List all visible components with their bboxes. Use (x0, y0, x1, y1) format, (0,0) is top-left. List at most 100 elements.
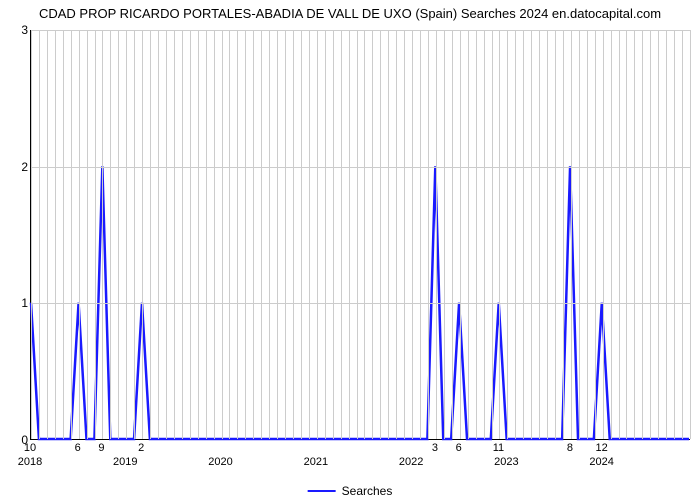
x-year-label: 2023 (494, 456, 518, 468)
x-value-label: 10 (24, 442, 36, 454)
gridline-vertical (603, 30, 604, 439)
gridline-vertical (650, 30, 651, 439)
gridline-vertical (428, 30, 429, 439)
gridline-vertical (468, 30, 469, 439)
gridline-vertical (317, 30, 318, 439)
gridline-vertical (118, 30, 119, 439)
gridline-vertical (499, 30, 500, 439)
x-year-label: 2020 (208, 456, 232, 468)
gridline-vertical (658, 30, 659, 439)
x-year-label: 2024 (589, 456, 613, 468)
gridline-vertical (158, 30, 159, 439)
x-value-label: 3 (432, 442, 438, 454)
gridline-vertical (571, 30, 572, 439)
gridline-vertical (515, 30, 516, 439)
gridline-horizontal (31, 167, 690, 168)
gridline-vertical (682, 30, 683, 439)
gridline-vertical (102, 30, 103, 439)
gridline-vertical (444, 30, 445, 439)
chart-container: CDAD PROP RICARDO PORTALES-ABADIA DE VAL… (0, 0, 700, 500)
gridline-vertical (349, 30, 350, 439)
gridline-vertical (126, 30, 127, 439)
gridline-vertical (412, 30, 413, 439)
gridline-vertical (642, 30, 643, 439)
gridline-vertical (261, 30, 262, 439)
gridline-vertical (31, 30, 32, 439)
y-tick-label: 1 (4, 296, 28, 310)
gridline-vertical (71, 30, 72, 439)
gridline-vertical (626, 30, 627, 439)
x-value-label: 6 (75, 442, 81, 454)
gridline-vertical (214, 30, 215, 439)
gridline-vertical (55, 30, 56, 439)
gridline-vertical (452, 30, 453, 439)
gridline-vertical (39, 30, 40, 439)
gridline-vertical (285, 30, 286, 439)
gridline-vertical (396, 30, 397, 439)
x-year-label: 2019 (113, 456, 137, 468)
gridline-vertical (357, 30, 358, 439)
gridline-vertical (595, 30, 596, 439)
gridline-vertical (388, 30, 389, 439)
gridline-vertical (634, 30, 635, 439)
x-value-label: 6 (456, 442, 462, 454)
gridline-vertical (95, 30, 96, 439)
x-value-label: 2 (138, 442, 144, 454)
gridline-vertical (325, 30, 326, 439)
gridline-vertical (174, 30, 175, 439)
gridline-vertical (253, 30, 254, 439)
series-line (31, 30, 690, 439)
gridline-vertical (222, 30, 223, 439)
gridline-vertical (436, 30, 437, 439)
gridline-vertical (523, 30, 524, 439)
gridline-horizontal (31, 30, 690, 31)
chart-title: CDAD PROP RICARDO PORTALES-ABADIA DE VAL… (0, 6, 700, 21)
gridline-vertical (690, 30, 691, 439)
gridline-vertical (539, 30, 540, 439)
gridline-vertical (531, 30, 532, 439)
gridline-vertical (110, 30, 111, 439)
x-value-label: 8 (567, 442, 573, 454)
gridline-vertical (87, 30, 88, 439)
gridline-vertical (372, 30, 373, 439)
gridline-vertical (47, 30, 48, 439)
x-value-label: 9 (98, 442, 104, 454)
gridline-vertical (476, 30, 477, 439)
gridline-vertical (142, 30, 143, 439)
x-value-label: 12 (596, 442, 608, 454)
gridline-vertical (579, 30, 580, 439)
x-year-label: 2022 (399, 456, 423, 468)
gridline-vertical (301, 30, 302, 439)
gridline-vertical (277, 30, 278, 439)
gridline-vertical (206, 30, 207, 439)
gridline-vertical (380, 30, 381, 439)
gridline-vertical (611, 30, 612, 439)
gridline-vertical (229, 30, 230, 439)
gridline-vertical (245, 30, 246, 439)
legend: Searches (308, 484, 393, 498)
gridline-horizontal (31, 303, 690, 304)
gridline-vertical (269, 30, 270, 439)
gridline-vertical (190, 30, 191, 439)
gridline-vertical (619, 30, 620, 439)
x-year-label: 2018 (18, 456, 42, 468)
gridline-vertical (420, 30, 421, 439)
y-tick-label: 3 (4, 23, 28, 37)
gridline-vertical (198, 30, 199, 439)
x-value-label: 11 (493, 442, 504, 454)
gridline-vertical (492, 30, 493, 439)
gridline-vertical (79, 30, 80, 439)
gridline-vertical (484, 30, 485, 439)
gridline-vertical (237, 30, 238, 439)
gridline-vertical (666, 30, 667, 439)
gridline-vertical (341, 30, 342, 439)
gridline-vertical (364, 30, 365, 439)
gridline-vertical (460, 30, 461, 439)
gridline-vertical (134, 30, 135, 439)
legend-swatch (308, 490, 336, 492)
gridline-vertical (166, 30, 167, 439)
gridline-vertical (555, 30, 556, 439)
gridline-vertical (563, 30, 564, 439)
legend-label: Searches (342, 484, 393, 498)
y-tick-label: 2 (4, 160, 28, 174)
